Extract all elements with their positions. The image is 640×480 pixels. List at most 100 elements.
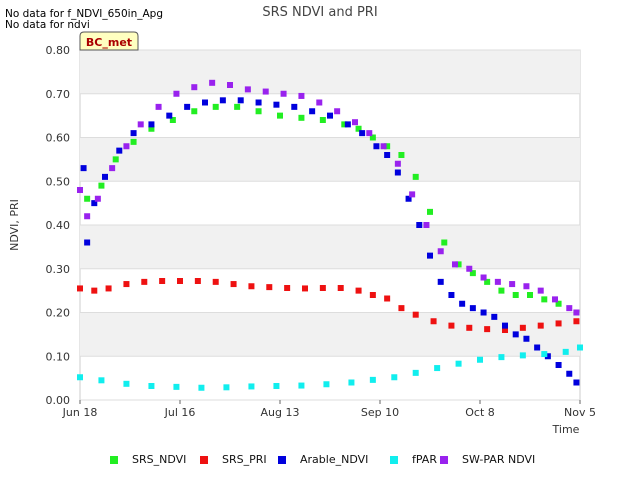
data-point: [155, 103, 162, 110]
data-point: [452, 261, 458, 268]
data-point: [77, 285, 83, 292]
data-point: [466, 265, 473, 272]
data-point: [109, 165, 116, 172]
data-point: [519, 352, 526, 359]
data-point: [498, 354, 505, 361]
data-point: [273, 383, 280, 389]
legend-swatch: [200, 455, 208, 464]
legend-item: SRS_PRI: [200, 453, 267, 466]
data-point: [412, 173, 419, 180]
data-point: [102, 173, 108, 180]
x-tick-label: Sep 10: [361, 406, 399, 419]
data-point: [184, 103, 191, 110]
data-point: [291, 103, 298, 110]
data-point: [384, 143, 391, 150]
data-point: [123, 143, 130, 150]
data-point: [223, 384, 230, 391]
data-point: [309, 108, 316, 115]
data-point: [448, 292, 455, 298]
data-point: [566, 305, 573, 312]
y-tick-label: 0.40: [46, 219, 71, 232]
data-point: [116, 147, 123, 154]
legend-swatch: [440, 455, 448, 464]
data-point: [359, 130, 366, 137]
y-tick-label: 0.50: [46, 175, 71, 188]
data-point: [319, 285, 326, 291]
data-point: [84, 239, 91, 246]
series-sw-par-ndvi: [77, 79, 580, 316]
plot-background: [79, 49, 581, 401]
data-point: [523, 283, 530, 290]
data-point: [319, 117, 326, 123]
data-point: [437, 278, 444, 285]
data-point: [159, 278, 166, 284]
data-point: [434, 365, 441, 372]
legend-label: fPAR: [412, 453, 437, 466]
y-tick-label: 0.80: [46, 44, 71, 57]
data-point: [298, 382, 305, 389]
data-point: [384, 295, 391, 302]
data-point: [80, 165, 87, 172]
series-arable-ndvi: [80, 97, 580, 386]
data-point: [441, 239, 448, 246]
data-point: [523, 335, 530, 342]
y-tick-label: 0.20: [46, 307, 71, 320]
data-point: [84, 195, 91, 202]
data-point: [469, 305, 476, 312]
data-point: [298, 114, 305, 121]
data-point: [234, 103, 241, 110]
data-point: [262, 88, 269, 95]
data-point: [341, 121, 348, 128]
data-point: [130, 138, 137, 145]
data-point: [130, 130, 137, 137]
data-point: [498, 287, 505, 294]
data-point: [566, 370, 573, 377]
data-point: [219, 97, 226, 104]
data-point: [202, 99, 208, 106]
data-point: [502, 322, 508, 329]
data-point: [477, 356, 483, 363]
data-point: [123, 281, 130, 288]
data-point: [405, 195, 412, 202]
data-point: [466, 324, 473, 331]
data-points: [77, 79, 583, 391]
x-tick-label: Jun 18: [62, 406, 98, 419]
data-point: [527, 292, 533, 298]
no-data-note-2: No data for ndvi: [5, 19, 90, 31]
data-point: [412, 311, 419, 318]
data-point: [77, 187, 83, 193]
data-point: [141, 278, 148, 285]
legend-label: Arable_NDVI: [300, 453, 369, 466]
data-point: [573, 309, 580, 316]
data-point: [502, 327, 508, 333]
data-point: [494, 278, 501, 285]
data-point: [277, 112, 283, 119]
data-point: [323, 381, 330, 388]
data-point: [337, 285, 344, 291]
legend: SRS_NDVI SRS_PRI Arable_NDVI fPAR SW-PAR NDV…: [0, 453, 640, 469]
x-axis-label: Time: [552, 423, 580, 436]
data-point: [480, 274, 487, 281]
data-point: [416, 222, 423, 228]
legend-label: SW-PAR NDVI: [462, 453, 536, 466]
legend-swatch: [110, 455, 118, 464]
data-point: [227, 82, 233, 88]
data-point: [541, 351, 548, 358]
data-point: [394, 160, 401, 167]
grid-band: [80, 225, 580, 269]
data-point: [369, 134, 376, 141]
grid-band: [80, 312, 580, 357]
data-point: [552, 296, 558, 303]
data-point: [212, 103, 219, 110]
data-point: [198, 384, 205, 391]
x-axis: Jun 18 Jul 16 Aug 13 Sep 10 Oct 8 Nov 5: [62, 400, 596, 419]
grid-band: [80, 50, 580, 94]
data-point: [94, 195, 101, 202]
data-point: [555, 320, 562, 327]
data-point: [209, 79, 216, 86]
data-point: [384, 152, 391, 158]
data-point: [398, 152, 405, 158]
data-point: [373, 143, 380, 150]
data-point: [148, 121, 155, 128]
data-point: [334, 108, 341, 115]
